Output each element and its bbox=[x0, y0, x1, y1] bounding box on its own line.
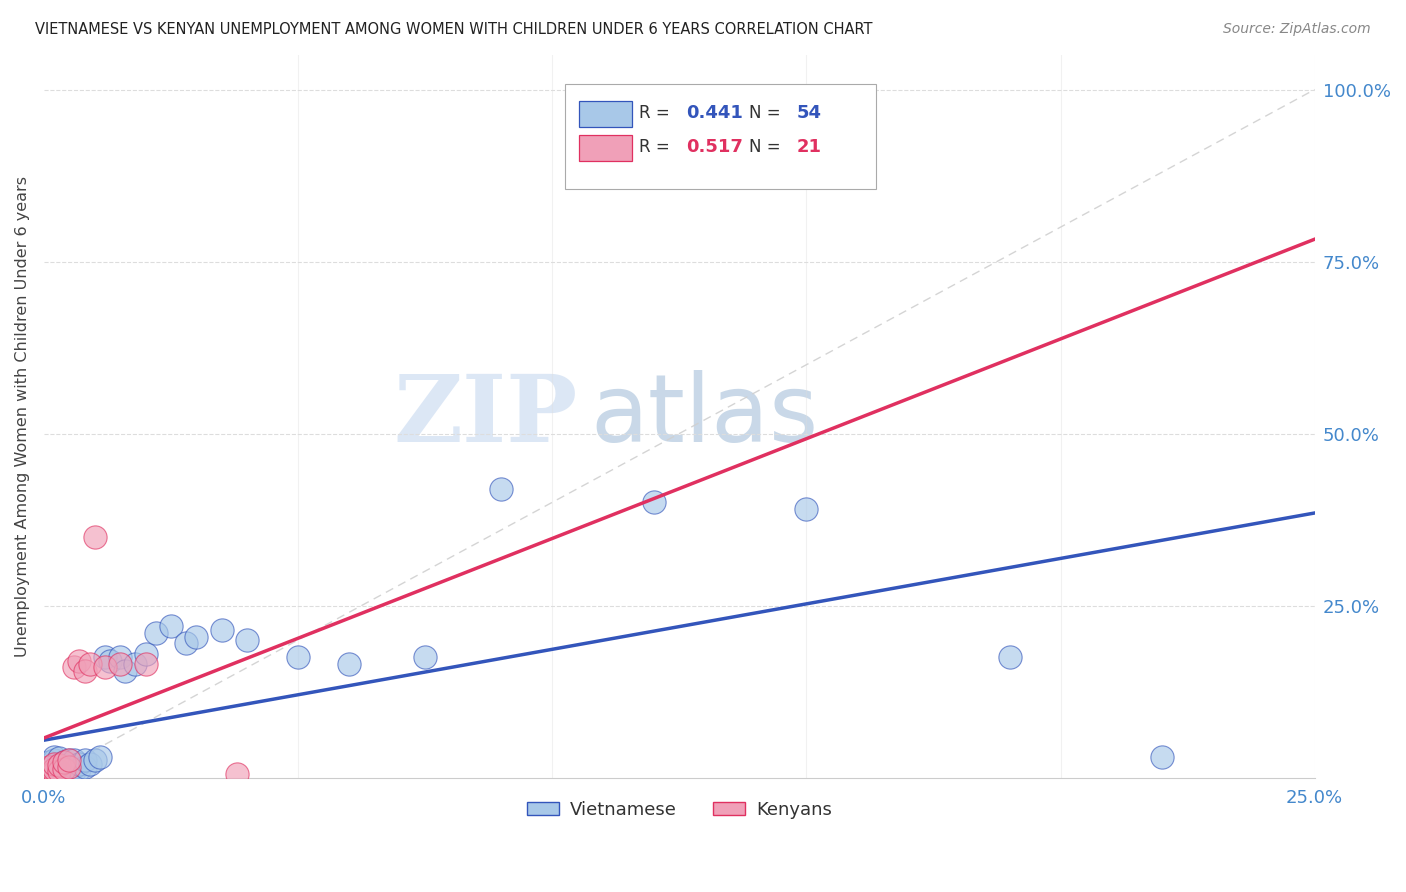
Point bbox=[79, 756, 101, 771]
Point bbox=[42, 753, 65, 767]
Point bbox=[42, 756, 65, 771]
Point bbox=[94, 650, 117, 665]
Point bbox=[38, 765, 60, 780]
Point bbox=[53, 764, 76, 778]
Point bbox=[413, 650, 436, 665]
Text: R =: R = bbox=[638, 138, 675, 156]
Point bbox=[226, 767, 249, 781]
Point bbox=[58, 765, 80, 780]
Point bbox=[1152, 750, 1174, 764]
Point bbox=[69, 756, 91, 771]
Point bbox=[337, 657, 360, 671]
Point bbox=[211, 623, 233, 637]
Point bbox=[58, 753, 80, 767]
Point bbox=[58, 756, 80, 771]
Point bbox=[79, 657, 101, 671]
Text: Source: ZipAtlas.com: Source: ZipAtlas.com bbox=[1223, 22, 1371, 37]
Point bbox=[38, 762, 60, 776]
Point bbox=[73, 664, 96, 678]
Text: atlas: atlas bbox=[591, 370, 818, 462]
Point bbox=[114, 664, 136, 678]
Point bbox=[124, 657, 146, 671]
Point bbox=[58, 753, 80, 767]
Point bbox=[48, 751, 70, 765]
Point bbox=[63, 760, 86, 774]
Point bbox=[83, 753, 105, 767]
Point bbox=[38, 758, 60, 772]
Point bbox=[48, 760, 70, 774]
Point bbox=[135, 657, 157, 671]
Y-axis label: Unemployment Among Women with Children Under 6 years: Unemployment Among Women with Children U… bbox=[15, 176, 30, 657]
Point bbox=[48, 767, 70, 781]
Text: N =: N = bbox=[749, 104, 786, 122]
Point bbox=[287, 650, 309, 665]
Text: 0.517: 0.517 bbox=[686, 138, 742, 156]
Point bbox=[38, 767, 60, 781]
Text: 54: 54 bbox=[796, 104, 821, 122]
Point bbox=[491, 482, 513, 496]
Point bbox=[53, 760, 76, 774]
Point bbox=[53, 756, 76, 770]
Point bbox=[69, 762, 91, 776]
Point bbox=[42, 767, 65, 781]
Point bbox=[53, 762, 76, 776]
Point bbox=[174, 636, 197, 650]
Point bbox=[73, 760, 96, 774]
Point bbox=[796, 502, 818, 516]
Point bbox=[58, 760, 80, 774]
Text: 21: 21 bbox=[796, 138, 821, 156]
Point bbox=[643, 495, 665, 509]
Point bbox=[58, 762, 80, 776]
Point bbox=[38, 760, 60, 774]
Point bbox=[236, 632, 259, 647]
Point bbox=[108, 657, 131, 671]
Point bbox=[53, 756, 76, 770]
Point bbox=[998, 650, 1021, 665]
Point bbox=[48, 764, 70, 778]
Point bbox=[53, 767, 76, 781]
Point bbox=[42, 758, 65, 772]
FancyBboxPatch shape bbox=[579, 101, 633, 127]
Text: R =: R = bbox=[638, 104, 675, 122]
Point bbox=[73, 753, 96, 767]
Point bbox=[42, 765, 65, 780]
Point bbox=[42, 765, 65, 780]
Text: ZIP: ZIP bbox=[394, 371, 578, 461]
Point bbox=[108, 650, 131, 665]
Text: N =: N = bbox=[749, 138, 786, 156]
Point bbox=[145, 626, 167, 640]
Point bbox=[69, 654, 91, 668]
Point bbox=[48, 756, 70, 771]
FancyBboxPatch shape bbox=[579, 136, 633, 161]
Point bbox=[63, 764, 86, 778]
Point bbox=[98, 654, 121, 668]
Point bbox=[38, 765, 60, 780]
Text: VIETNAMESE VS KENYAN UNEMPLOYMENT AMONG WOMEN WITH CHILDREN UNDER 6 YEARS CORREL: VIETNAMESE VS KENYAN UNEMPLOYMENT AMONG … bbox=[35, 22, 873, 37]
Point bbox=[160, 619, 183, 633]
Point bbox=[186, 630, 208, 644]
Point bbox=[38, 767, 60, 781]
Point bbox=[42, 762, 65, 776]
Legend: Vietnamese, Kenyans: Vietnamese, Kenyans bbox=[519, 794, 839, 826]
Point bbox=[135, 647, 157, 661]
Point bbox=[83, 530, 105, 544]
Point bbox=[63, 660, 86, 674]
FancyBboxPatch shape bbox=[565, 84, 876, 189]
Point bbox=[63, 753, 86, 767]
Point bbox=[89, 750, 111, 764]
Point bbox=[94, 660, 117, 674]
Point bbox=[42, 750, 65, 764]
Text: 0.441: 0.441 bbox=[686, 104, 742, 122]
Point bbox=[48, 758, 70, 772]
Point bbox=[48, 765, 70, 780]
Point bbox=[42, 762, 65, 776]
Point bbox=[38, 756, 60, 770]
